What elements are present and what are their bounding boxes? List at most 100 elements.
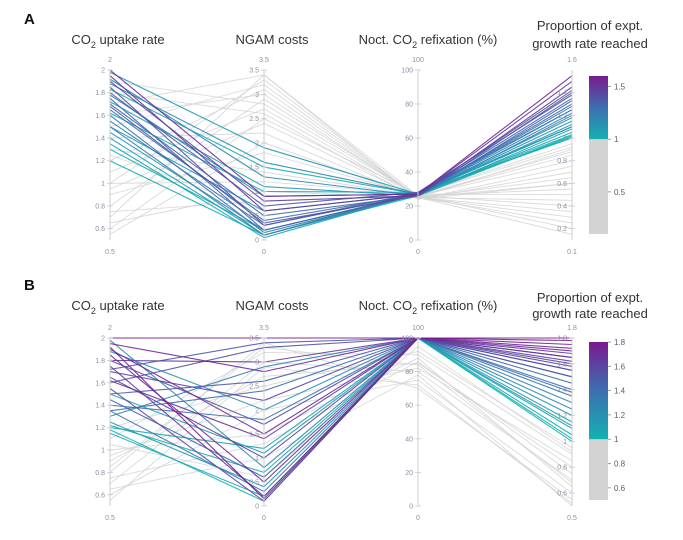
axis-title-line2: growth rate reached <box>532 36 648 51</box>
axis-tick-label: 1.5 <box>249 432 259 439</box>
axis-tick-label: 1.4 <box>557 387 567 394</box>
data-line <box>109 337 573 440</box>
axis-title-line2: growth rate reached <box>532 306 648 321</box>
data-line <box>109 86 573 226</box>
axis-tick-label: 3 <box>255 360 259 367</box>
colorbar-below-threshold <box>589 139 608 234</box>
axis-min-label: 0.5 <box>105 249 115 256</box>
colorbar-tick-label: 0.5 <box>614 188 626 197</box>
data-line <box>109 108 573 218</box>
axis-tick-label: 2 <box>255 408 259 415</box>
data-line <box>109 142 573 235</box>
colorbar-tick-label: 1.6 <box>614 362 626 371</box>
axis-tick-label: 0.8 <box>557 158 567 165</box>
axis-title: Noct. CO2 refixation (%) <box>359 32 498 50</box>
axis-4: Proportion of expt. growth rate reached 1.… <box>532 18 648 256</box>
axis-3: Noct. CO2 refixation (%) 100 00 20 40 60 80 100 <box>359 298 498 522</box>
axis-tick-label: 1 <box>101 448 105 455</box>
data-line <box>109 337 573 469</box>
axis-tick-label: 0 <box>255 238 259 245</box>
axis-tick-label: 40 <box>405 170 413 177</box>
axis-max-label: 2 <box>108 57 112 64</box>
axis-tick-label: 100 <box>401 68 413 75</box>
panel-label: B <box>24 277 35 294</box>
data-line <box>109 92 573 200</box>
axis-tick-label: 1.2 <box>557 413 567 420</box>
data-line <box>109 75 573 212</box>
data-line <box>109 337 573 373</box>
data-line <box>109 148 573 197</box>
data-line <box>109 337 573 498</box>
panel-b: B CO2 uptake rate 2 0.5 0.6 0.8 1 1.2 1.4 1.6 1.8 2… <box>24 277 648 522</box>
axis-tick-label: 1.4 <box>95 136 105 143</box>
axis-tick-label: 0.5 <box>249 480 259 487</box>
axis-tick-label: 2.5 <box>249 116 259 123</box>
axis-tick-label: 1.2 <box>95 158 105 165</box>
colorbar-tick-label: 0.8 <box>614 460 626 469</box>
data-line <box>109 337 573 459</box>
axis-title: Proportion of expt. <box>537 290 643 305</box>
axis-title: NGAM costs <box>236 298 309 313</box>
axis-tick-label: 0.8 <box>95 470 105 477</box>
axis-min-label: 0.5 <box>105 515 115 522</box>
data-line <box>109 351 573 455</box>
data-line <box>109 337 573 474</box>
axis-tick-label: 1 <box>255 189 259 196</box>
axis-max-label: 2 <box>108 325 112 332</box>
axis-min-label: 0 <box>262 249 266 256</box>
axis-tick-label: 1.2 <box>557 113 567 120</box>
axis-2: NGAM costs 3.5 00 0.5 1 1.5 2 2.5 3 3.5 <box>236 298 309 522</box>
data-line <box>109 69 573 197</box>
data-line <box>109 93 573 198</box>
axis-tick-label: 3.5 <box>249 336 259 343</box>
colorbar-gradient <box>589 342 608 440</box>
axis-tick-label: 0.6 <box>557 181 567 188</box>
data-lines <box>109 337 573 507</box>
axis-max-label: 3.5 <box>259 57 269 64</box>
axis-title: Noct. CO2 refixation (%) <box>359 298 498 316</box>
colorbar-tick-label: 1.2 <box>614 411 626 420</box>
data-line <box>109 337 573 483</box>
axis-max-label: 1.6 <box>567 57 577 64</box>
data-line <box>109 337 573 478</box>
colorbar-tick-label: 1 <box>614 435 619 444</box>
axis-tick-label: 1 <box>563 439 567 446</box>
axis-tick-label: 2 <box>255 140 259 147</box>
data-line <box>109 100 573 217</box>
axis-title: NGAM costs <box>236 32 309 47</box>
colorbar: 0.6 0.8 1 1.2 1.4 1.6 1.8 <box>589 338 626 500</box>
axis-title: CO2 uptake rate <box>71 298 164 316</box>
axis-tick-label: 1.6 <box>95 380 105 387</box>
colorbar-tick-label: 1.5 <box>614 83 626 92</box>
data-line <box>109 337 573 401</box>
data-line <box>109 337 573 500</box>
colorbar-tick-label: 1.4 <box>614 387 626 396</box>
axis-max-label: 1.8 <box>567 325 577 332</box>
axis-tick-label: 2 <box>101 336 105 343</box>
axis-tick-label: 1.5 <box>249 165 259 172</box>
axis-tick-label: 0 <box>255 504 259 511</box>
data-line <box>109 112 573 236</box>
colorbar-gradient <box>589 76 608 140</box>
axis-tick-label: 20 <box>405 470 413 477</box>
panel-a: A CO2 uptake rate 2 0.5 0.6 0.8 1 1.2 1.4 1.6 1.8 2… <box>24 11 648 256</box>
colorbar-tick-label: 1 <box>614 135 619 144</box>
axis-tick-label: 1.8 <box>95 358 105 365</box>
axis-tick-label: 0.6 <box>95 492 105 499</box>
axis-tick-label: 3 <box>255 92 259 99</box>
data-line <box>109 74 573 200</box>
data-line <box>109 105 573 234</box>
axis-tick-label: 60 <box>405 136 413 143</box>
data-line <box>109 337 573 426</box>
axis-tick-label: 0.6 <box>557 491 567 498</box>
data-line <box>109 367 573 462</box>
axis-max-label: 100 <box>412 57 424 64</box>
axis-tick-label: 80 <box>405 102 413 109</box>
axis-tick-label: 1 <box>101 181 105 188</box>
axis-title: CO2 uptake rate <box>71 32 164 50</box>
axis-tick-label: 1 <box>563 136 567 143</box>
axis-1: CO2 uptake rate 2 0.5 0.6 0.8 1 1.2 1.4 1.6 1.8 2 <box>71 298 164 522</box>
axis-tick-label: 2.5 <box>249 384 259 391</box>
